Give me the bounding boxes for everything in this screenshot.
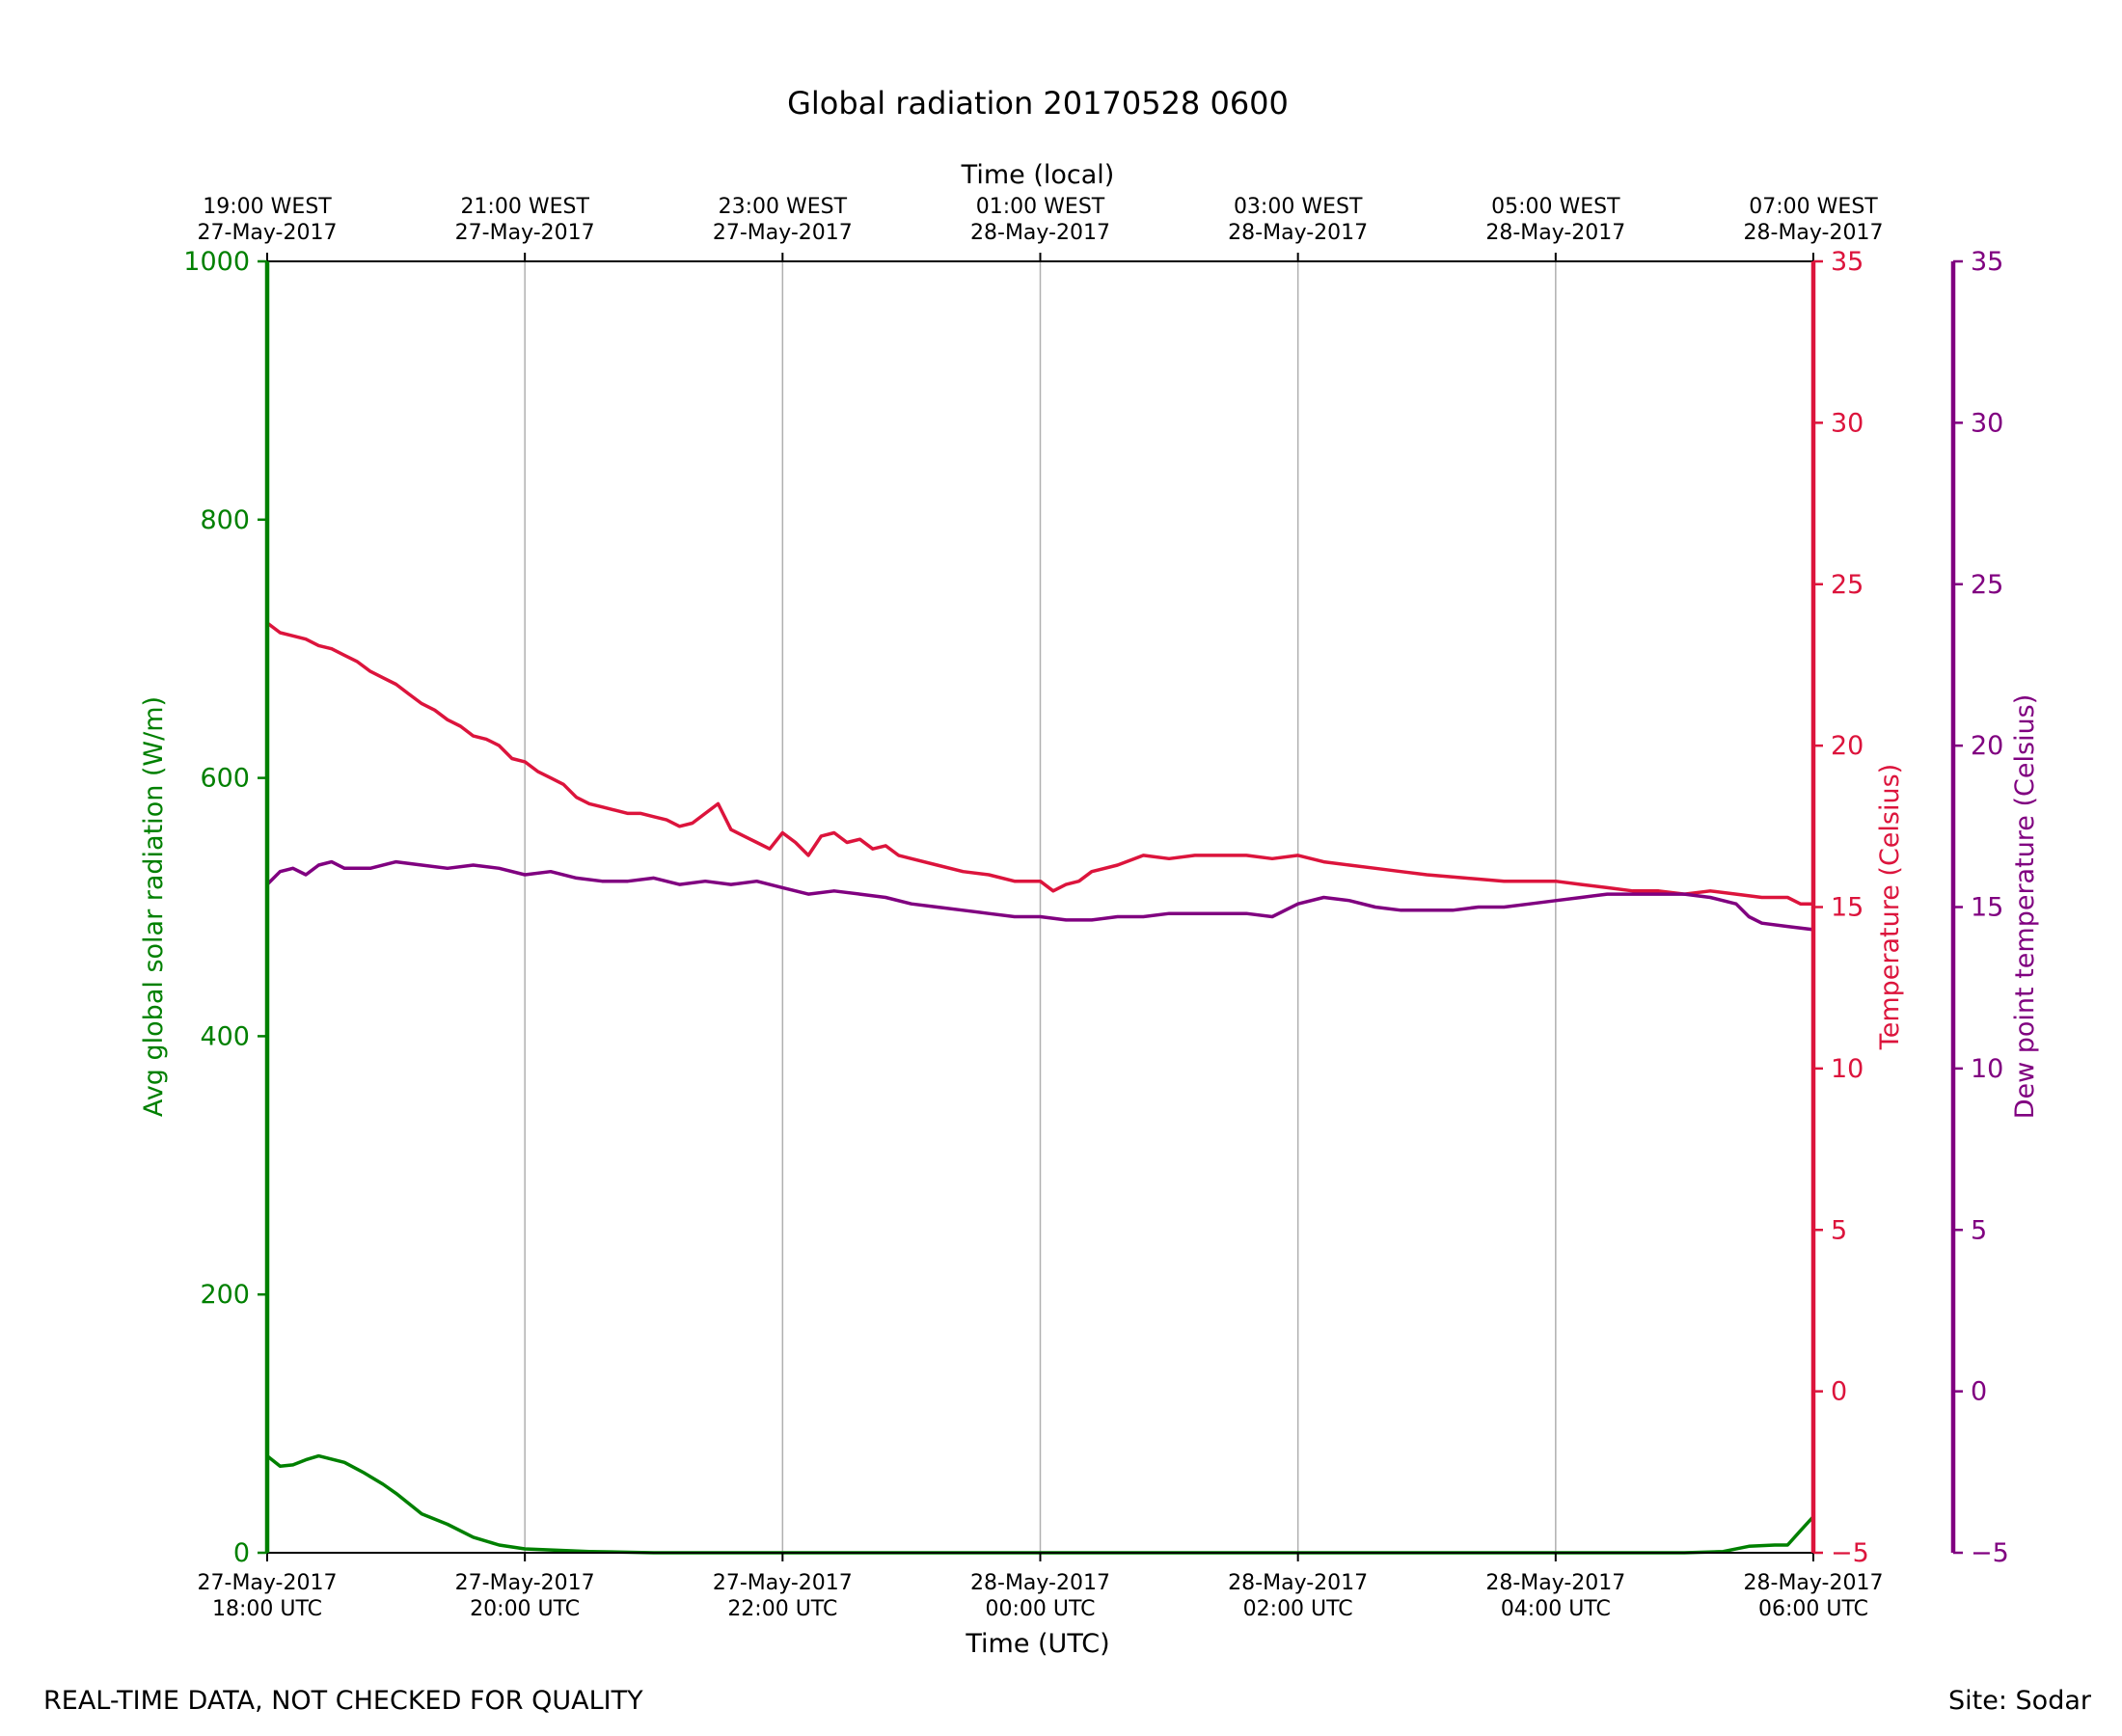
temperature-tick-label: 5 xyxy=(1831,1215,1847,1245)
radiation-tick-label: 200 xyxy=(200,1280,250,1310)
dewpoint-tick-label: 30 xyxy=(1971,408,2003,438)
dewpoint-tick-label: 15 xyxy=(1971,893,2003,923)
x-tick-label: 20:00 UTC xyxy=(470,1597,580,1621)
x-axis-label: Time (UTC) xyxy=(965,1629,1109,1659)
x2-tick-label: 27-May-2017 xyxy=(198,221,338,245)
dewpoint-tick-label: −5 xyxy=(1971,1538,2009,1568)
dewpoint-series-line xyxy=(265,859,1815,932)
dewpoint-tick-label: 20 xyxy=(1971,731,2003,761)
x-tick-label: 28-May-2017 xyxy=(1744,1571,1884,1595)
x-tick-label: 27-May-2017 xyxy=(198,1571,338,1595)
x2-tick-label: 23:00 WEST xyxy=(719,195,848,219)
site-label: Site: Sodar xyxy=(1948,1686,2091,1716)
grid-lines xyxy=(266,261,1814,1553)
x2-tick-label: 28-May-2017 xyxy=(1485,221,1625,245)
dewpoint-tick-label: 0 xyxy=(1971,1377,1987,1407)
radiation-axis-label: Avg global solar radiation (W/m) xyxy=(139,696,169,1117)
dewpoint-tick-label: 5 xyxy=(1971,1215,1987,1245)
x-tick-label: 02:00 UTC xyxy=(1243,1597,1353,1621)
temperature-tick-label: 15 xyxy=(1831,893,1864,923)
radiation-tick-label: 1000 xyxy=(183,247,250,277)
temperature-tick-label: 0 xyxy=(1831,1377,1847,1407)
radiation-tick-label: 0 xyxy=(233,1538,250,1568)
temperature-tick-label: −5 xyxy=(1831,1538,1869,1568)
temperature-tick-label: 35 xyxy=(1831,247,1864,277)
temperature-tick-label: 20 xyxy=(1831,731,1864,761)
temperature-tick-label: 25 xyxy=(1831,570,1864,600)
x2-tick-label: 27-May-2017 xyxy=(455,221,595,245)
dewpoint-tick-label: 10 xyxy=(1971,1054,2003,1084)
x-tick-label: 28-May-2017 xyxy=(1228,1571,1368,1595)
x-tick-label: 28-May-2017 xyxy=(970,1571,1110,1595)
x2-tick-label: 28-May-2017 xyxy=(970,221,1110,245)
dewpoint-tick-label: 25 xyxy=(1971,570,2003,600)
x2-tick-label: 05:00 WEST xyxy=(1491,195,1620,219)
temperature-tick-label: 30 xyxy=(1831,408,1864,438)
temperature-series-line xyxy=(265,621,1815,906)
x-tick-label: 22:00 UTC xyxy=(727,1597,837,1621)
dewpoint-tick-label: 35 xyxy=(1971,247,2003,277)
x-tick-label: 18:00 UTC xyxy=(212,1597,322,1621)
x-tick-label: 00:00 UTC xyxy=(985,1597,1095,1621)
dewpoint-axis-label: Dew point temperature (Celsius) xyxy=(2010,694,2040,1120)
quality-disclaimer: REAL-TIME DATA, NOT CHECKED FOR QUALITY xyxy=(43,1686,643,1716)
x2-axis-label: Time (local) xyxy=(961,160,1115,190)
x2-tick-label: 19:00 WEST xyxy=(203,195,332,219)
x2-tick-label: 28-May-2017 xyxy=(1228,221,1368,245)
x-tick-label: 04:00 UTC xyxy=(1501,1597,1611,1621)
x2-tick-label: 28-May-2017 xyxy=(1744,221,1884,245)
x2-tick-label: 03:00 WEST xyxy=(1234,195,1363,219)
x-tick-label: 27-May-2017 xyxy=(713,1571,853,1595)
x2-tick-label: 01:00 WEST xyxy=(976,195,1105,219)
x-tick-label: 27-May-2017 xyxy=(455,1571,595,1595)
x2-tick-label: 21:00 WEST xyxy=(460,195,589,219)
x-tick-label: 06:00 UTC xyxy=(1758,1597,1868,1621)
x2-tick-label: 27-May-2017 xyxy=(713,221,853,245)
x2-tick-label: 07:00 WEST xyxy=(1749,195,1878,219)
radiation-tick-label: 400 xyxy=(200,1021,250,1051)
temperature-axis-label: Temperature (Celsius) xyxy=(1875,764,1905,1050)
x-tick-label: 28-May-2017 xyxy=(1485,1571,1625,1595)
radiation-tick-label: 800 xyxy=(200,505,250,535)
temperature-tick-label: 10 xyxy=(1831,1054,1864,1084)
chart-title: Global radiation 20170528 0600 xyxy=(787,85,1289,122)
axes-layer xyxy=(264,260,1956,1554)
radiation-tick-label: 600 xyxy=(200,764,250,794)
